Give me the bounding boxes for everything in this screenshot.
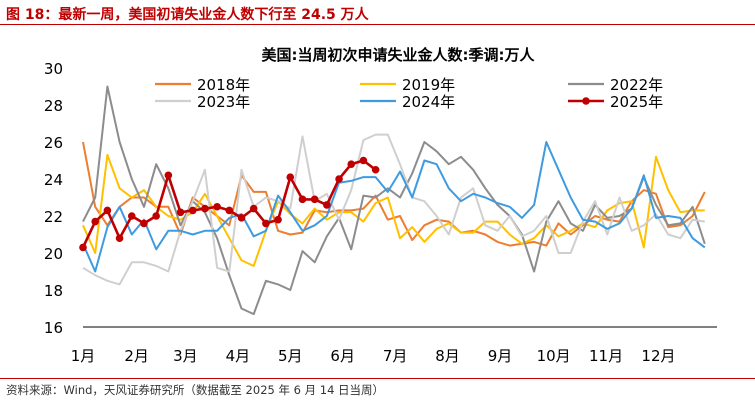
data-point xyxy=(310,195,319,204)
legend-item: 2019年 xyxy=(360,76,455,94)
y-tick-label: 30 xyxy=(44,60,63,78)
data-point xyxy=(323,201,331,209)
data-point xyxy=(103,206,112,215)
data-point xyxy=(176,208,185,217)
data-point xyxy=(347,160,356,168)
y-axis: 16 18 20 22 24 26 28 30 xyxy=(44,60,63,337)
data-point xyxy=(262,219,270,228)
y-tick-label: 24 xyxy=(44,171,63,189)
x-tick-label: 8月 xyxy=(435,347,460,365)
data-point xyxy=(298,195,307,204)
line-chart: 美国:当周初次申请失业金人数:季调:万人 2018年 2019年 2022年 2023… xyxy=(44,46,717,365)
x-tick-label: 9月 xyxy=(488,347,513,365)
legend-label: 2019年 xyxy=(402,76,455,94)
data-point xyxy=(237,214,246,222)
data-point xyxy=(286,173,295,181)
legend-label: 2018年 xyxy=(197,76,250,94)
x-tick-label: 6月 xyxy=(330,347,355,365)
y-tick-label: 28 xyxy=(44,97,63,115)
legend: 2018年 2019年 2022年 2023年 2024年 2025年 xyxy=(155,76,663,111)
data-point xyxy=(213,202,221,211)
legend-label: 2022年 xyxy=(610,76,663,94)
legend-item: 2022年 xyxy=(568,76,663,94)
y-tick-label: 26 xyxy=(44,134,63,152)
y-tick-label: 16 xyxy=(44,319,63,337)
x-tick-label: 5月 xyxy=(278,347,303,365)
data-point xyxy=(152,212,160,220)
data-point xyxy=(188,206,197,215)
data-point xyxy=(115,234,124,242)
source-note: 资料来源：Wind，天风证券研究所（数据截至 2025 年 6 月 14 日当周… xyxy=(6,383,385,397)
figure-title: 图 18：最新一周，美国初请失业金人数下行至 24.5 万人 xyxy=(6,7,369,23)
data-point xyxy=(140,219,148,228)
x-tick-label: 12月 xyxy=(641,347,675,365)
data-point xyxy=(335,175,343,183)
data-point xyxy=(249,204,258,213)
data-point xyxy=(359,156,368,165)
series-line xyxy=(82,85,706,316)
x-tick-label: 1月 xyxy=(71,347,96,365)
data-point xyxy=(371,165,380,174)
plot-area xyxy=(79,85,706,316)
data-point xyxy=(91,217,99,226)
data-point xyxy=(79,243,87,252)
legend-item: 2025年 xyxy=(568,93,663,111)
y-tick-label: 20 xyxy=(44,245,63,263)
x-tick-label: 7月 xyxy=(383,347,408,365)
legend-label: 2024年 xyxy=(402,93,455,111)
legend-label: 2023年 xyxy=(197,93,250,111)
x-tick-label: 10月 xyxy=(537,347,571,365)
data-point xyxy=(274,215,282,224)
legend-label: 2025年 xyxy=(610,93,663,111)
x-tick-label: 11月 xyxy=(589,347,623,365)
legend-item: 2018年 xyxy=(155,76,250,94)
legend-marker xyxy=(582,97,590,105)
x-tick-label: 4月 xyxy=(226,347,251,365)
y-tick-label: 18 xyxy=(44,282,63,300)
data-point xyxy=(225,206,234,215)
chart-title: 美国:当周初次申请失业金人数:季调:万人 xyxy=(262,46,536,64)
x-axis: 1月 2月 3月 4月 5月 6月 7月 8月 9月 10月 11月 12月 xyxy=(71,326,717,365)
x-tick-label: 2月 xyxy=(124,347,149,365)
legend-item: 2024年 xyxy=(360,93,455,111)
series-line xyxy=(82,133,705,286)
x-tick-label: 3月 xyxy=(173,347,198,365)
y-tick-label: 22 xyxy=(44,208,63,226)
data-point xyxy=(127,212,136,220)
legend-item: 2023年 xyxy=(155,93,250,111)
title-rule xyxy=(0,24,755,25)
series-line xyxy=(82,141,706,273)
data-point xyxy=(164,171,173,180)
source-rule xyxy=(0,378,755,379)
data-point xyxy=(201,204,209,213)
